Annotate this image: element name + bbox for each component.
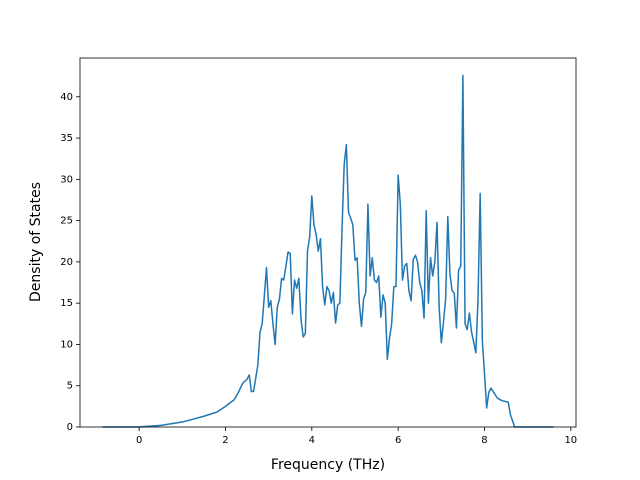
y-tick-label: 25: [60, 216, 73, 227]
y-tick-label: 10: [60, 339, 73, 350]
x-tick-label: 10: [564, 435, 577, 446]
y-tick-label: 0: [67, 422, 73, 433]
x-axis-label: Frequency (THz): [271, 457, 385, 473]
x-tick-label: 8: [481, 435, 487, 446]
x-tick-label: 0: [136, 435, 142, 446]
x-tick-label: 6: [395, 435, 401, 446]
y-tick-label: 35: [60, 133, 73, 144]
y-tick-label: 30: [60, 174, 73, 185]
x-tick-label: 2: [222, 435, 228, 446]
dos-line: [102, 74, 554, 428]
y-tick-label: 15: [60, 298, 73, 309]
plot-frame: [79, 57, 577, 428]
y-axis-label: Density of States: [28, 182, 44, 302]
y-tick-label: 40: [60, 92, 73, 103]
y-tick-label: 20: [60, 257, 73, 268]
x-tick-label: 4: [309, 435, 315, 446]
y-tick-label: 5: [67, 381, 73, 392]
